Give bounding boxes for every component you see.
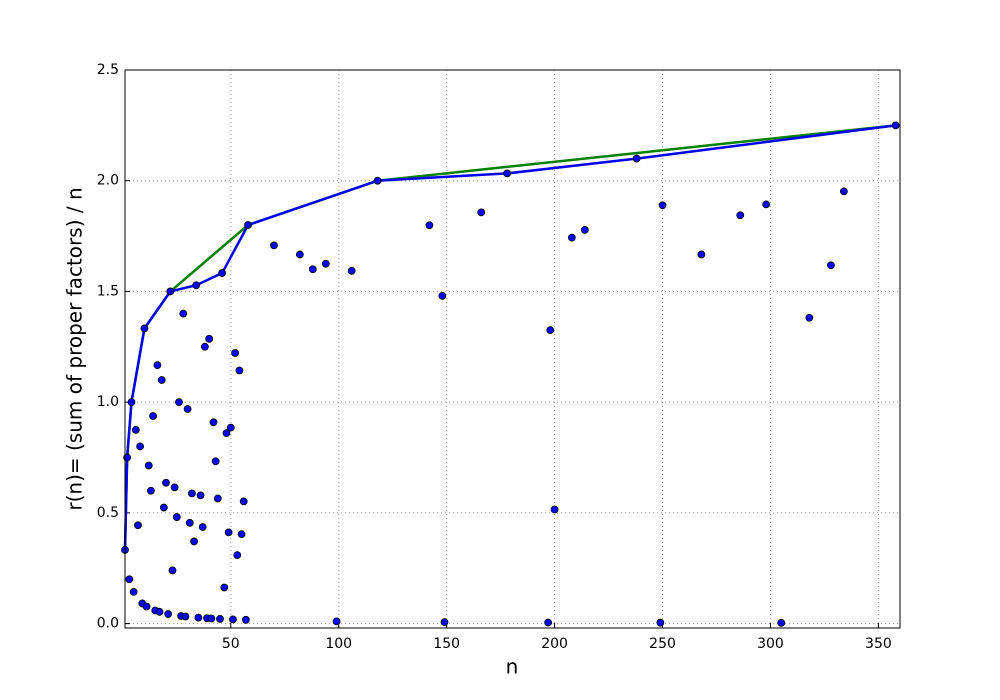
point bbox=[546, 326, 555, 335]
point bbox=[503, 169, 512, 178]
point bbox=[136, 442, 145, 451]
y-axis-label: r(n)= (sum of proper factors) / n bbox=[63, 187, 87, 510]
point bbox=[233, 551, 242, 560]
point bbox=[891, 121, 900, 130]
point bbox=[332, 617, 341, 626]
point bbox=[194, 613, 203, 622]
point bbox=[220, 583, 229, 592]
point bbox=[134, 521, 142, 530]
point bbox=[183, 405, 192, 413]
point bbox=[440, 618, 449, 627]
point bbox=[697, 250, 706, 259]
point bbox=[347, 266, 356, 275]
point bbox=[308, 265, 317, 274]
point bbox=[125, 575, 134, 584]
point bbox=[218, 269, 227, 277]
point bbox=[142, 602, 151, 611]
point bbox=[162, 478, 170, 487]
point bbox=[209, 418, 218, 427]
point bbox=[241, 615, 250, 624]
y-tick-label: 1.5 bbox=[97, 283, 119, 299]
point bbox=[762, 200, 771, 209]
plot-area bbox=[125, 70, 900, 628]
point bbox=[244, 221, 252, 229]
point bbox=[192, 281, 201, 290]
point bbox=[155, 607, 164, 616]
x-tick-label: 200 bbox=[541, 636, 568, 652]
point bbox=[213, 494, 222, 503]
y-tick-label: 0.5 bbox=[97, 505, 119, 521]
point bbox=[224, 528, 233, 537]
point bbox=[205, 334, 214, 343]
point bbox=[127, 398, 136, 407]
point bbox=[550, 505, 559, 514]
point bbox=[226, 423, 235, 432]
x-tick-label: 250 bbox=[649, 636, 676, 652]
point bbox=[190, 537, 198, 546]
point bbox=[216, 615, 224, 623]
point bbox=[188, 489, 196, 498]
point bbox=[805, 313, 814, 322]
point bbox=[222, 429, 231, 438]
point bbox=[295, 250, 304, 259]
point bbox=[140, 324, 149, 333]
point bbox=[147, 486, 155, 495]
point bbox=[544, 618, 553, 627]
x-tick-label: 100 bbox=[325, 636, 352, 652]
y-tick-label: 2.5 bbox=[97, 62, 119, 78]
point bbox=[153, 361, 162, 370]
y-tick-label: 2.0 bbox=[97, 173, 119, 189]
point bbox=[321, 259, 330, 268]
point bbox=[175, 398, 183, 407]
point bbox=[777, 619, 786, 627]
point bbox=[207, 614, 216, 623]
point bbox=[231, 349, 239, 357]
point bbox=[129, 588, 138, 596]
point bbox=[827, 261, 835, 270]
point bbox=[567, 233, 576, 242]
x-tick-label: 150 bbox=[433, 636, 460, 652]
x-tick-label: 300 bbox=[757, 636, 784, 652]
y-tick-label: 0.0 bbox=[97, 616, 119, 632]
point bbox=[179, 309, 188, 318]
point bbox=[632, 154, 641, 163]
point bbox=[229, 615, 237, 624]
point bbox=[181, 612, 190, 621]
point bbox=[373, 176, 382, 185]
x-tick-label: 50 bbox=[222, 636, 240, 652]
point bbox=[425, 221, 434, 230]
point bbox=[237, 530, 246, 539]
point bbox=[656, 618, 665, 627]
point bbox=[658, 201, 667, 210]
point bbox=[477, 208, 486, 217]
point bbox=[438, 291, 447, 300]
point bbox=[235, 366, 244, 375]
y-tick-label: 1.0 bbox=[97, 394, 119, 410]
x-axis-label: n bbox=[506, 655, 519, 679]
point bbox=[211, 457, 220, 466]
point bbox=[200, 342, 209, 351]
point bbox=[736, 211, 745, 220]
plot-frame bbox=[124, 69, 901, 629]
point bbox=[239, 497, 248, 506]
x-tick-label: 350 bbox=[865, 636, 892, 652]
point bbox=[185, 518, 194, 527]
point bbox=[198, 523, 207, 531]
point bbox=[580, 225, 589, 234]
point bbox=[144, 461, 153, 470]
point bbox=[172, 513, 181, 521]
point bbox=[149, 412, 157, 420]
point bbox=[170, 483, 179, 492]
point bbox=[270, 241, 278, 250]
point bbox=[131, 425, 140, 434]
point bbox=[168, 566, 177, 575]
point bbox=[839, 187, 848, 196]
point bbox=[157, 376, 166, 384]
point bbox=[164, 610, 173, 618]
point bbox=[166, 287, 175, 296]
point bbox=[159, 503, 168, 512]
line-series bbox=[123, 124, 896, 550]
point bbox=[196, 491, 205, 500]
